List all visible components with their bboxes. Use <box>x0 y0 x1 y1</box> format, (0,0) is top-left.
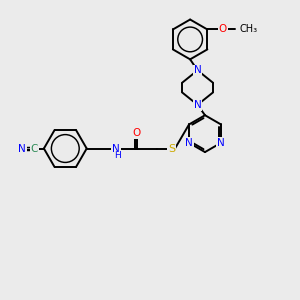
Text: N: N <box>112 143 120 154</box>
Text: CH₃: CH₃ <box>240 25 258 34</box>
Text: S: S <box>168 143 175 154</box>
Text: N: N <box>185 138 193 148</box>
Text: N: N <box>18 143 26 154</box>
Text: C: C <box>31 143 38 154</box>
Text: H: H <box>114 151 121 160</box>
Text: O: O <box>219 25 227 34</box>
Text: N: N <box>194 100 201 110</box>
Text: N: N <box>217 138 225 148</box>
Text: O: O <box>133 128 141 138</box>
Text: N: N <box>194 65 201 75</box>
